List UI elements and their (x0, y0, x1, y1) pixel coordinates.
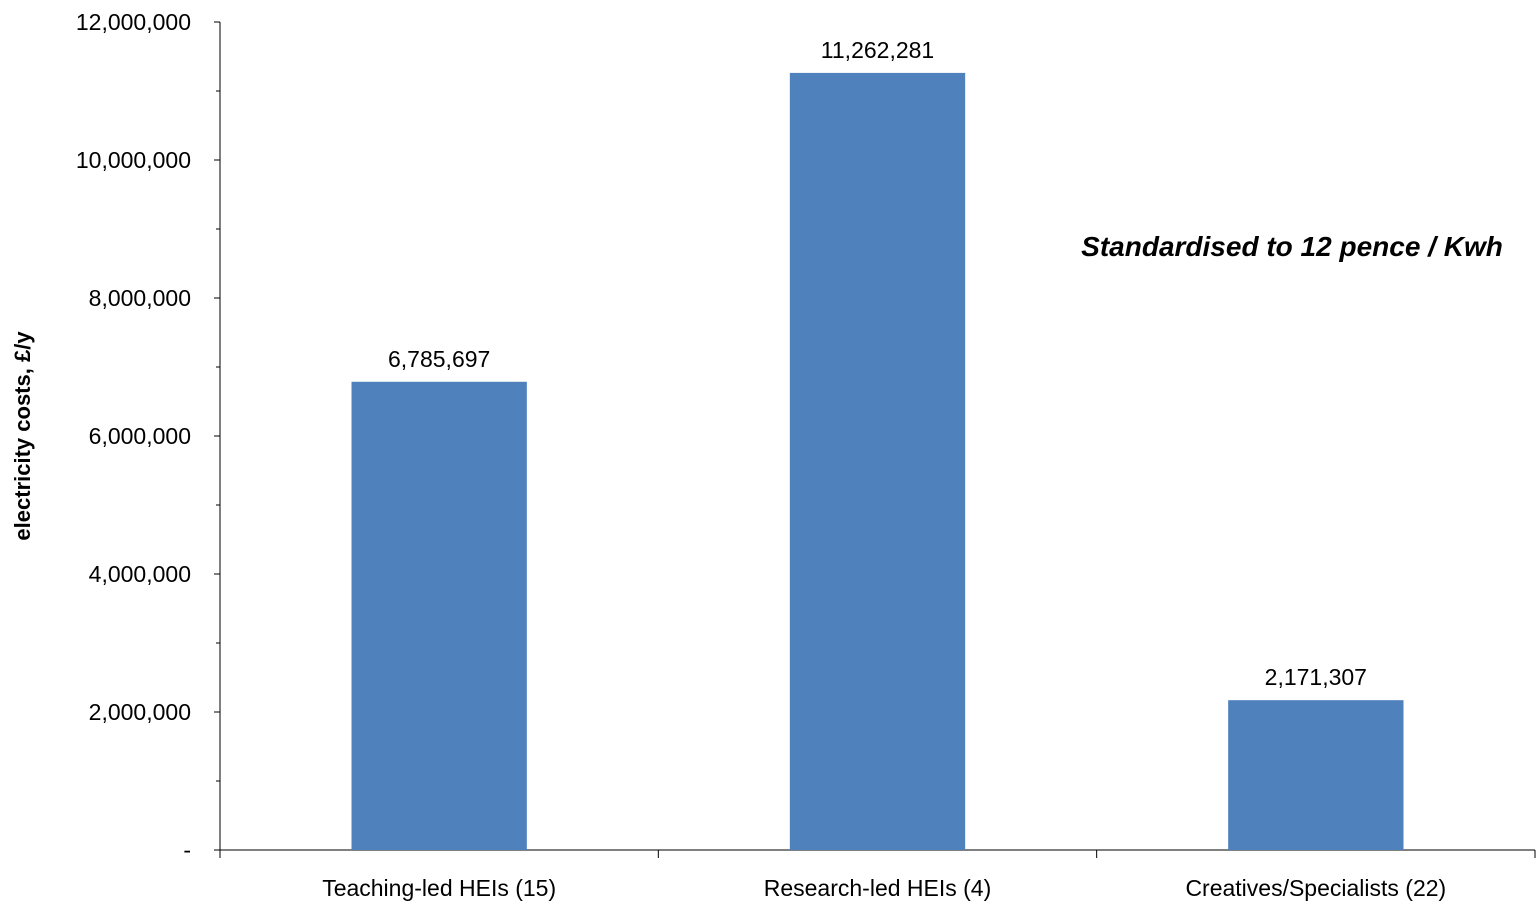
y-tick-label: 2,000,000 (89, 699, 191, 725)
x-category-label: Teaching-led HEIs (15) (322, 875, 556, 901)
y-tick-label: - (183, 837, 191, 863)
y-tick-label: 10,000,000 (76, 147, 191, 173)
x-category-label: Research-led HEIs (4) (764, 875, 992, 901)
y-axis-label: electricity costs, £/y (10, 331, 35, 541)
chart-annotation: Standardised to 12 pence / Kwh (1081, 231, 1503, 262)
y-tick-label: 6,000,000 (89, 423, 191, 449)
bar-value-label: 2,171,307 (1265, 664, 1367, 690)
y-axis: - 2,000,000 4,000,000 6,000,000 8,000,000 10,… (76, 9, 221, 863)
y-tick-label: 4,000,000 (89, 561, 191, 587)
bars (351, 72, 1404, 851)
y-tick-label: 8,000,000 (89, 285, 191, 311)
x-category-label: Creatives/Specialists (22) (1185, 875, 1446, 901)
bar (351, 381, 527, 850)
bar (789, 72, 966, 851)
x-axis: Teaching-led HEIs (15) Research-led HEIs … (219, 849, 1536, 901)
y-tick-label: 12,000,000 (76, 9, 191, 35)
bar (1228, 700, 1404, 850)
bar-value-labels: 6,785,697 11,262,281 2,171,307 (388, 37, 1367, 690)
bar-value-label: 6,785,697 (388, 346, 490, 372)
bar-value-label: 11,262,281 (821, 37, 934, 63)
